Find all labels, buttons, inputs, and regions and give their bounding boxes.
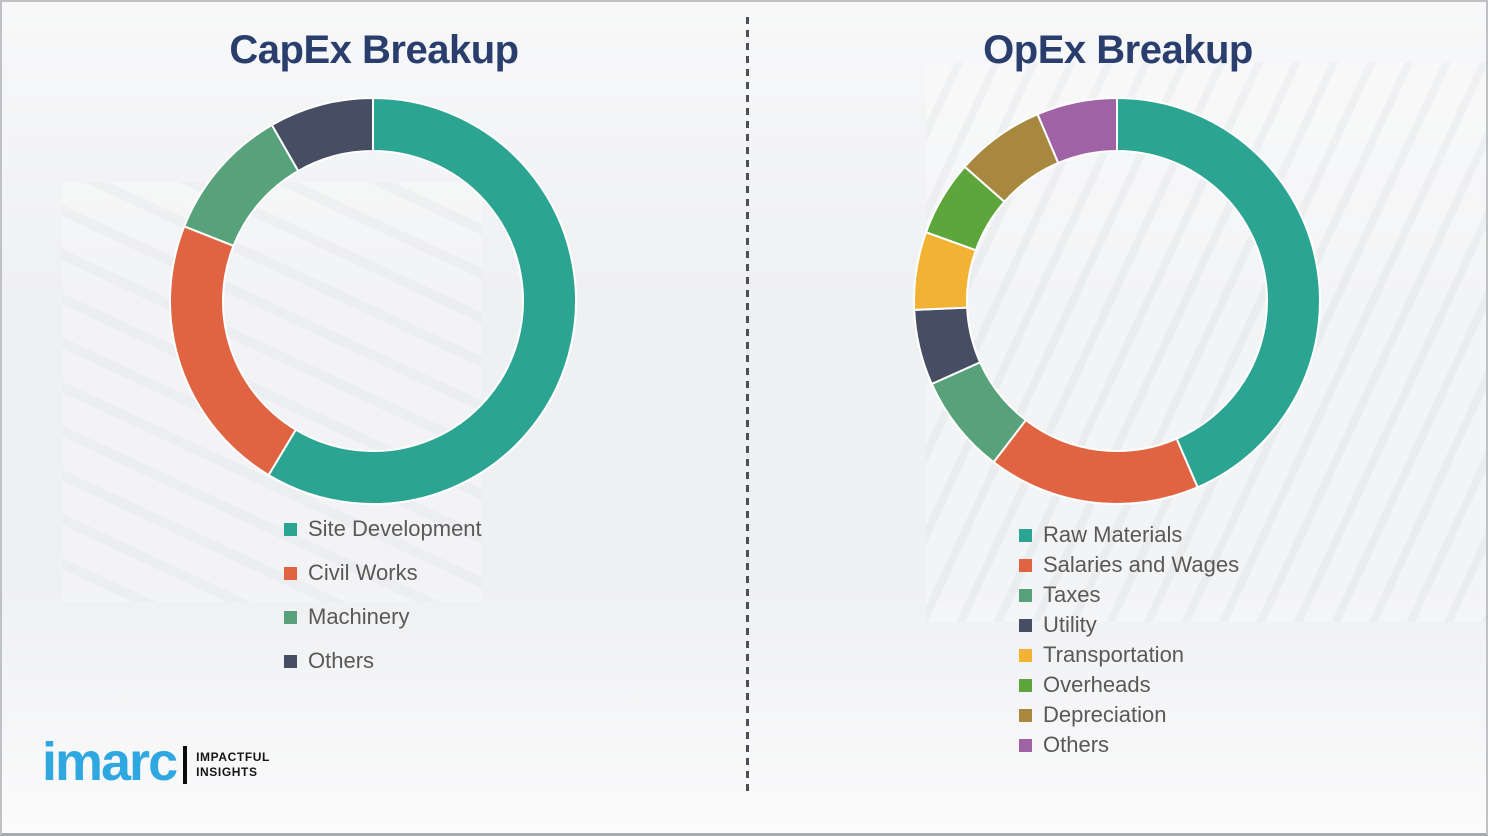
legend-color-swatch: [1019, 588, 1032, 602]
legend-label: Utility: [1043, 612, 1097, 637]
legend-item-taxes: Taxes: [1019, 580, 1239, 610]
opex-donut-chart: [913, 97, 1321, 505]
legend-item-others: Others: [284, 646, 482, 676]
legend-item-civil-works: Civil Works: [284, 558, 482, 588]
legend-color-swatch: [1019, 558, 1032, 572]
logo-tagline-line1: IMPACTFUL: [196, 750, 270, 764]
legend-label: Salaries and Wages: [1043, 552, 1240, 577]
legend-item-salaries-and-wages: Salaries and Wages: [1019, 550, 1239, 580]
imarc-logo-wordmark: imarc: [42, 732, 178, 792]
legend-color-swatch: [284, 654, 297, 668]
legend-label: Depreciation: [1043, 702, 1167, 727]
legend-label: Overheads: [1043, 672, 1151, 697]
opex-legend: Raw Materials Salaries and Wages Taxes Util…: [1019, 520, 1239, 760]
legend-item-utility: Utility: [1019, 610, 1239, 640]
legend-color-swatch: [1019, 618, 1032, 632]
legend-color-swatch: [1019, 648, 1032, 662]
donut-segment-salaries-and-wages: [992, 418, 1199, 505]
capex-donut-chart: [169, 97, 577, 505]
legend-color-swatch: [1019, 678, 1032, 692]
capex-panel: CapEx Breakup Site Development Civil Work…: [2, 2, 746, 833]
legend-color-swatch: [1019, 738, 1032, 752]
legend-color-swatch: [1019, 708, 1032, 722]
legend-item-overheads: Overheads: [1019, 670, 1239, 700]
donut-segment-civil-works: [169, 224, 298, 477]
imarc-logo: imarc IMPACTFUL INSIGHTS: [42, 734, 270, 796]
legend-item-raw-materials: Raw Materials: [1019, 520, 1239, 550]
logo-tagline-line2: INSIGHTS: [196, 765, 258, 779]
legend-color-swatch: [284, 566, 297, 580]
opex-title: OpEx Breakup: [983, 28, 1253, 72]
legend-label: Machinery: [308, 604, 410, 629]
legend-label: Civil Works: [308, 560, 418, 585]
legend-item-transportation: Transportation: [1019, 640, 1239, 670]
legend-item-site-development: Site Development: [284, 514, 482, 544]
legend-color-swatch: [1019, 528, 1032, 542]
donut-segment-others: [270, 97, 374, 173]
opex-panel: OpEx Breakup Raw Materials Salaries and W…: [746, 2, 1486, 833]
legend-label: Taxes: [1043, 582, 1101, 607]
legend-label: Site Development: [308, 516, 482, 541]
legend-label: Others: [1043, 732, 1110, 757]
logo-tagline: IMPACTFUL INSIGHTS: [196, 750, 270, 780]
legend-label: Others: [308, 648, 375, 673]
legend-label: Raw Materials: [1043, 522, 1183, 547]
legend-color-swatch: [284, 610, 297, 624]
capex-title: CapEx Breakup: [229, 28, 519, 72]
donut-segment-site-development: [267, 97, 577, 505]
capex-legend: Site Development Civil Works Machinery Othe…: [284, 514, 482, 690]
legend-item-machinery: Machinery: [284, 602, 482, 632]
donut-segment-raw-materials: [1116, 97, 1321, 489]
legend-color-swatch: [284, 522, 297, 536]
legend-label: Transportation: [1043, 642, 1185, 667]
legend-item-others: Others: [1019, 730, 1239, 760]
legend-item-depreciation: Depreciation: [1019, 700, 1239, 730]
logo-divider-bar: [183, 746, 188, 784]
donut-segment-others: [1036, 97, 1118, 165]
panel-divider-dashed-line: [746, 17, 749, 793]
